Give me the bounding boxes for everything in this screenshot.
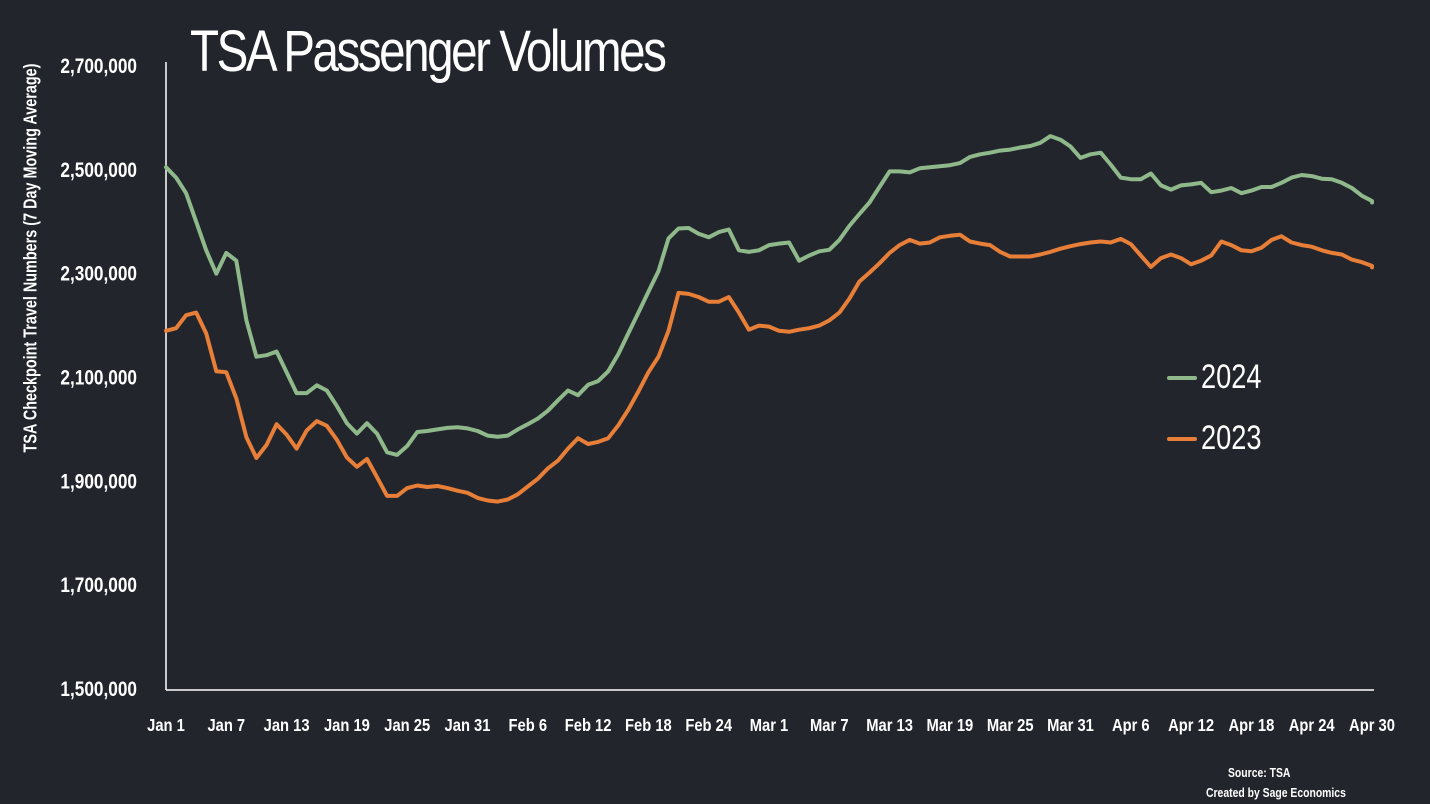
- x-tick-label: Feb 12: [565, 716, 612, 736]
- x-tick-label: Feb 18: [625, 716, 672, 736]
- series-line-2023: [164, 232, 1374, 504]
- legend-swatch-2023: [1167, 436, 1197, 441]
- x-tick-label: Mar 19: [927, 716, 974, 736]
- y-tick-label: 1,500,000: [60, 679, 137, 702]
- legend-item-2024: 2024: [1167, 358, 1277, 397]
- x-tick-label: Jan 7: [207, 716, 245, 736]
- y-tick-label: 2,100,000: [60, 367, 137, 390]
- x-tick-label: Feb 24: [685, 716, 732, 736]
- y-tick-label: 2,300,000: [60, 263, 137, 286]
- x-tick-label: Jan 13: [264, 716, 310, 736]
- y-axis-label: TSA Checkpoint Travel Numbers (7 Day Mov…: [20, 63, 41, 453]
- x-tick-label: Jan 1: [147, 716, 185, 736]
- series-line-2024: [164, 134, 1374, 457]
- y-tick-label: 1,900,000: [60, 471, 137, 494]
- series-lines: [164, 134, 1374, 504]
- x-tick-label: Jan 19: [324, 716, 370, 736]
- x-tick-label: Jan 31: [445, 716, 491, 736]
- y-tick-label: 1,700,000: [60, 575, 137, 598]
- legend-item-2023: 2023: [1167, 419, 1277, 458]
- x-tick-label: Mar 7: [810, 716, 849, 736]
- x-tick-label: Apr 12: [1168, 716, 1214, 736]
- x-tick-label: Jan 25: [384, 716, 430, 736]
- y-tick-label: 2,700,000: [60, 56, 137, 79]
- x-tick-label: Apr 6: [1112, 716, 1150, 736]
- legend-label-2023: 2023: [1201, 419, 1262, 457]
- x-tick-label: Mar 31: [1047, 716, 1094, 736]
- x-tick-label: Feb 6: [509, 716, 548, 736]
- legend-label-2024: 2024: [1201, 358, 1262, 396]
- chart-title: TSA Passenger Volumes: [190, 19, 667, 84]
- legend-swatch-2024: [1167, 375, 1197, 380]
- axes: 1,500,000 1,700,000 1,900,000 2,100,000 2,30…: [60, 56, 1395, 736]
- source-note: Source: TSA: [1227, 765, 1291, 780]
- credit-note: Created by Sage Economics: [1206, 785, 1347, 800]
- y-tick-label: 2,500,000: [60, 159, 137, 182]
- x-tick-label: Mar 1: [750, 716, 789, 736]
- x-tick-label: Mar 13: [866, 716, 913, 736]
- x-tick-label: Apr 24: [1289, 716, 1336, 736]
- x-tick-label: Apr 30: [1349, 716, 1395, 736]
- x-tick-label: Mar 25: [987, 716, 1034, 736]
- x-tick-label: Apr 18: [1228, 716, 1274, 736]
